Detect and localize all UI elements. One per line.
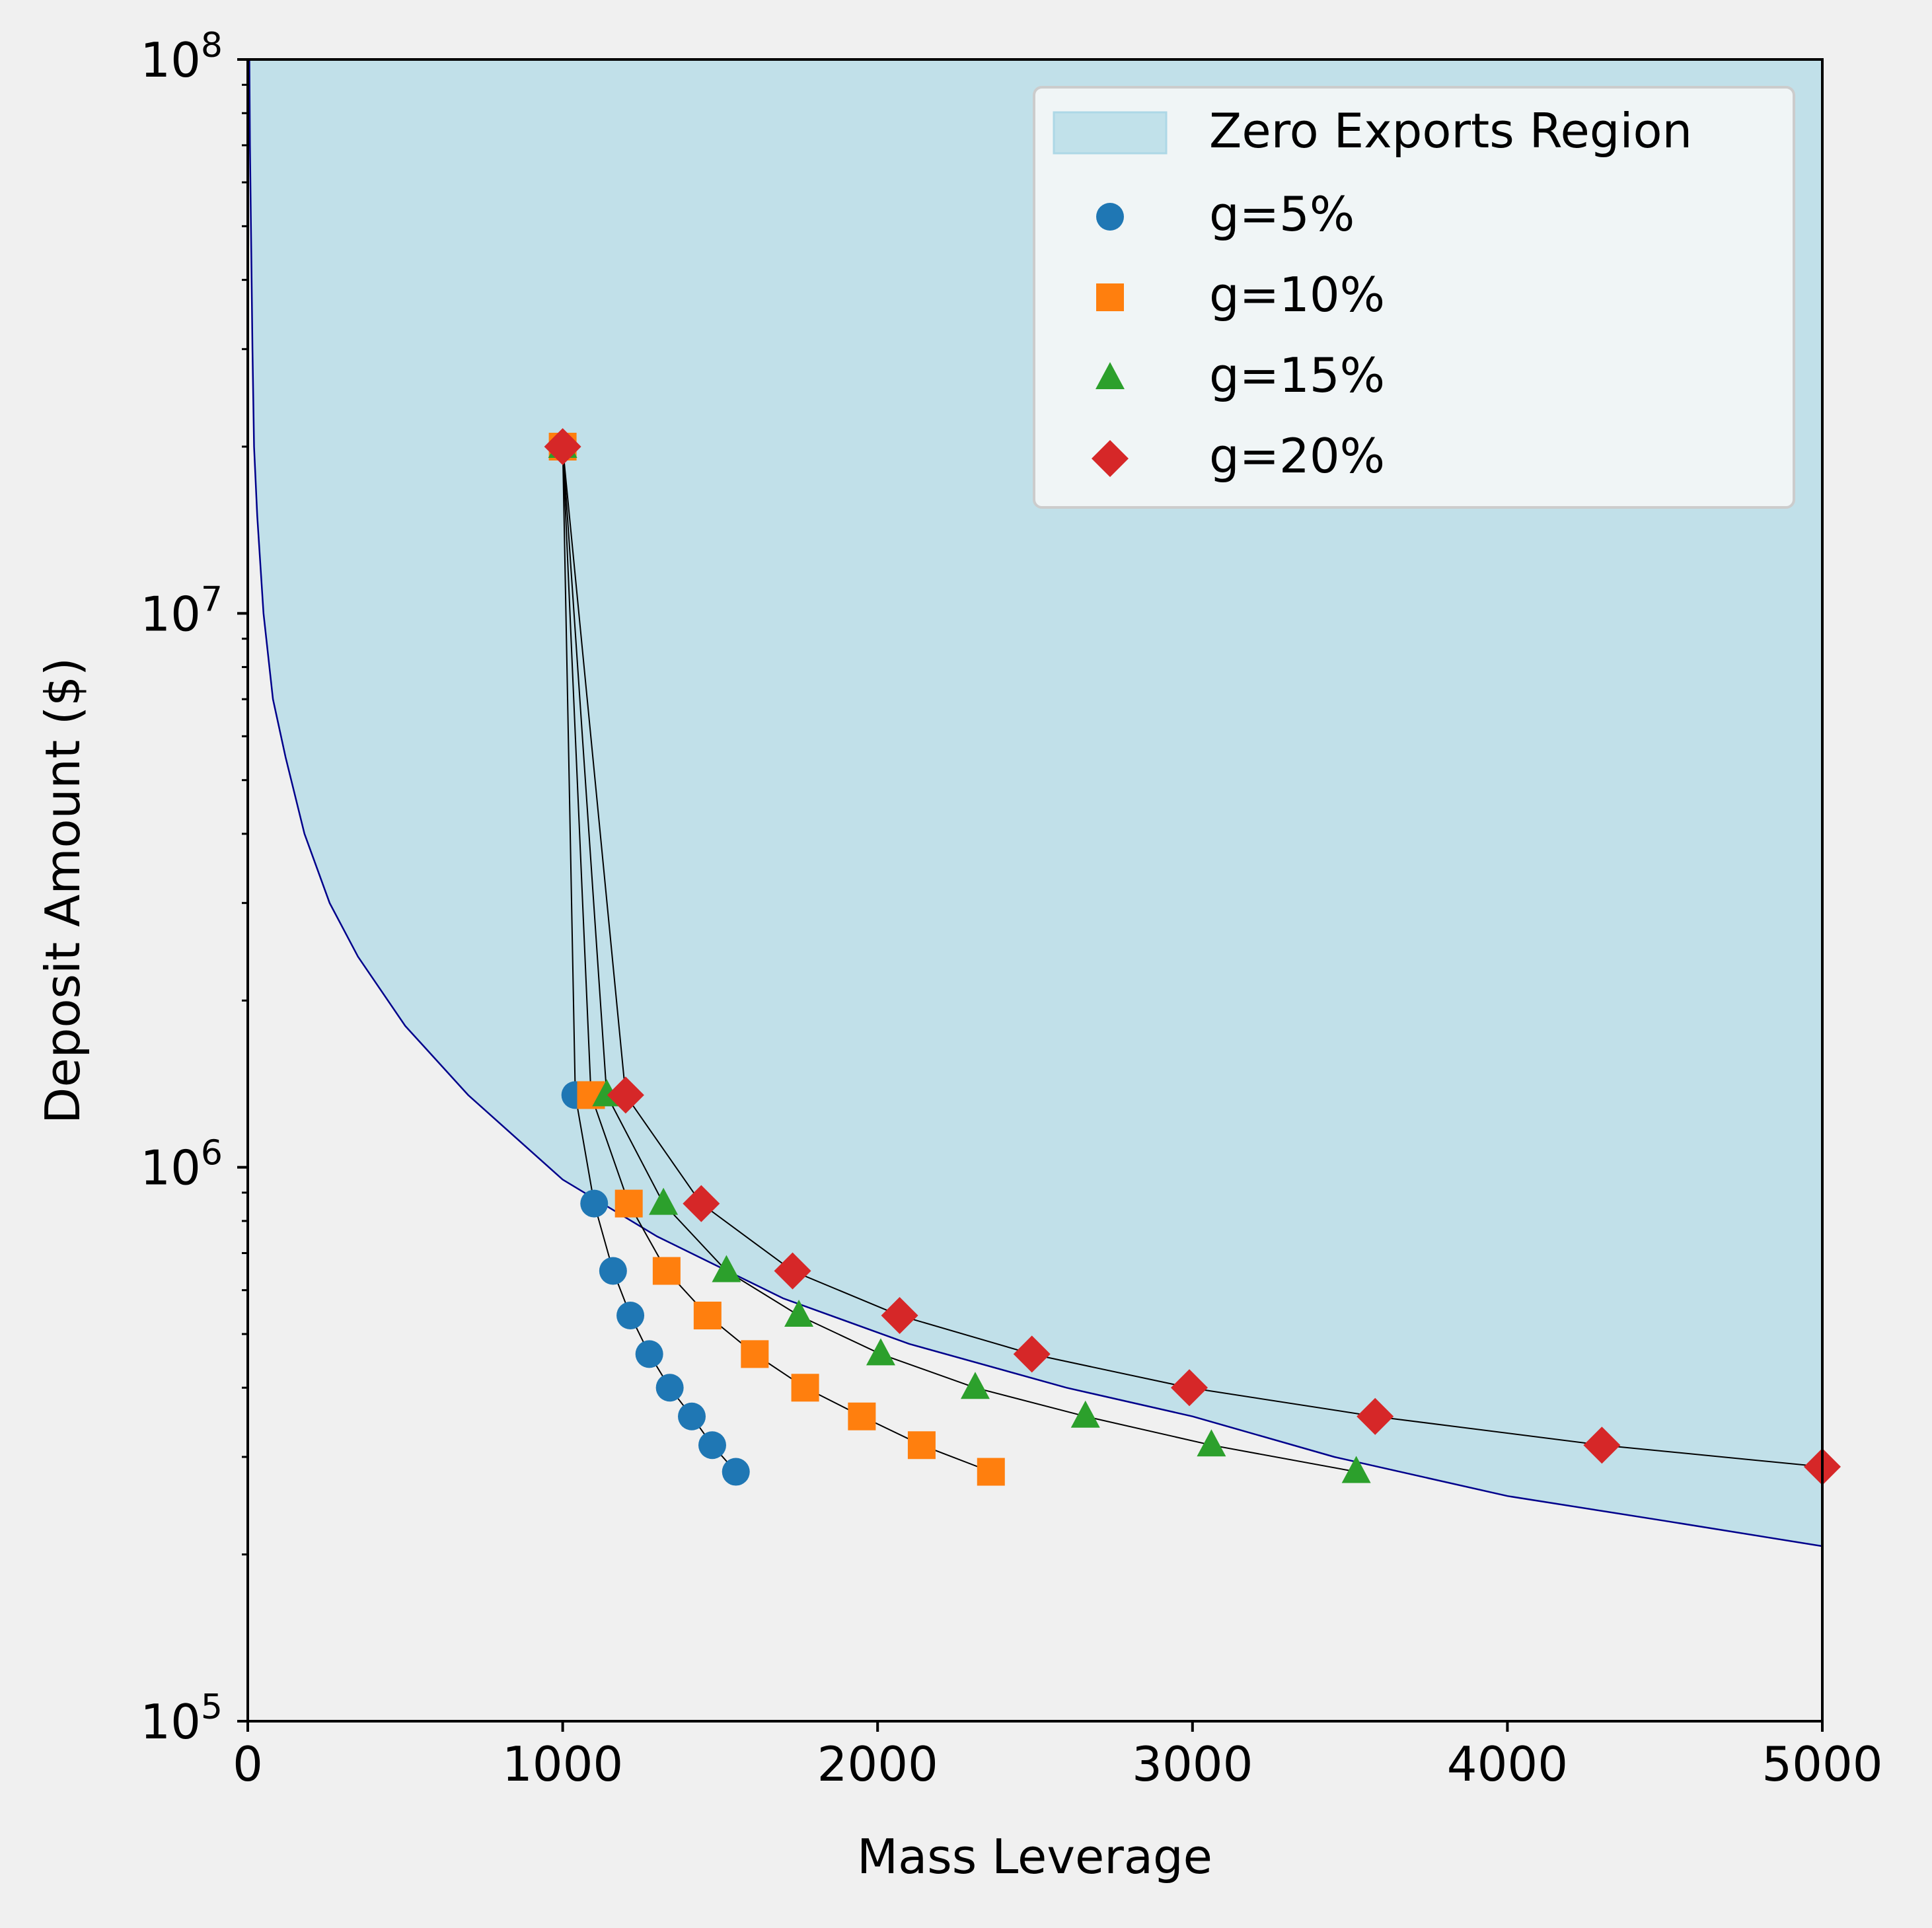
data-point-s2-8 [907,1431,936,1460]
y-tick-label-1: 106 [140,1134,223,1196]
y-tick-label-2: 107 [140,579,223,642]
x-tick-label-3: 3000 [1132,1736,1253,1792]
start-marker-4 [544,427,581,465]
data-point-s4-5 [1013,1335,1051,1373]
data-point-s3-4 [784,1300,814,1327]
data-point-s3-8 [1197,1429,1226,1457]
data-point-s3-2 [649,1187,679,1215]
data-point-s4-3 [774,1252,811,1290]
data-point-s4-4 [881,1297,918,1335]
data-point-s2-7 [848,1402,876,1430]
series-line-2 [562,446,992,1473]
connector-lines [562,446,1823,1473]
data-point-s3-5 [866,1338,895,1366]
data-point-s1-4 [616,1302,645,1330]
x-tick-label-2: 2000 [817,1736,938,1792]
data-point-s4-7 [1356,1397,1394,1435]
x-axis: 0 1000 2000 3000 4000 5000 [233,1721,1883,1792]
data-point-s1-7 [678,1402,706,1430]
data-point-s1-2 [580,1189,609,1218]
series-line-4 [562,446,1823,1467]
legend: Zero Exports Region g=5% g=10% g=15% g=2… [1033,86,1795,509]
legend-label-g10: g=10% [1209,267,1385,322]
data-point-s4-1 [607,1076,644,1114]
legend-label-g20: g=20% [1209,428,1385,484]
axes-frame [246,58,1824,1723]
data-point-s2-5 [741,1340,769,1368]
y-axis: 105 106 107 108 [140,26,248,1750]
y-axis-label: Deposit Amount ($) [35,657,91,1124]
legend-frame [1033,86,1795,509]
data-point-s4-8 [1583,1427,1621,1464]
data-point-s2-3 [652,1257,681,1285]
series-line-1 [562,446,737,1473]
x-tick-label-5: 5000 [1762,1736,1882,1792]
legend-markers [1092,203,1129,477]
data-point-s2-9 [977,1458,1005,1486]
legend-label-g5: g=5% [1209,186,1355,242]
data-point-s3-6 [960,1372,990,1399]
legend-marker-4 [1092,440,1129,477]
legend-marker-3 [1096,362,1125,389]
data-point-s3-9 [1341,1456,1371,1483]
zero-exports-boundary [248,59,1823,1547]
data-markers [544,427,1841,1486]
legend-label-region: Zero Exports Region [1209,103,1692,159]
x-tick-label-1: 1000 [502,1736,623,1792]
legend-label-g15: g=15% [1209,348,1385,403]
series-line-3 [562,446,1356,1473]
data-point-s1-9 [722,1458,750,1486]
data-point-s3-3 [712,1255,741,1282]
data-point-s1-5 [635,1340,663,1368]
legend-marker-1 [1096,203,1124,231]
data-point-s3-7 [1070,1400,1100,1428]
legend-marker-2 [1096,283,1124,311]
x-tick-label-0: 0 [233,1736,263,1792]
data-point-s1-3 [599,1257,627,1285]
y-tick-label-3: 108 [140,26,223,88]
legend-region-swatch [1053,111,1168,155]
x-axis-label: Mass Leverage [857,1829,1212,1884]
data-point-s2-2 [614,1189,643,1218]
data-point-s4-6 [1171,1369,1208,1407]
data-point-s1-6 [655,1374,684,1402]
x-tick-label-4: 4000 [1447,1736,1568,1792]
data-point-s2-6 [791,1374,819,1402]
data-point-s4-2 [683,1185,720,1222]
data-point-s2-4 [693,1302,722,1330]
data-point-s1-8 [698,1431,726,1460]
y-tick-label-0: 105 [140,1687,223,1750]
